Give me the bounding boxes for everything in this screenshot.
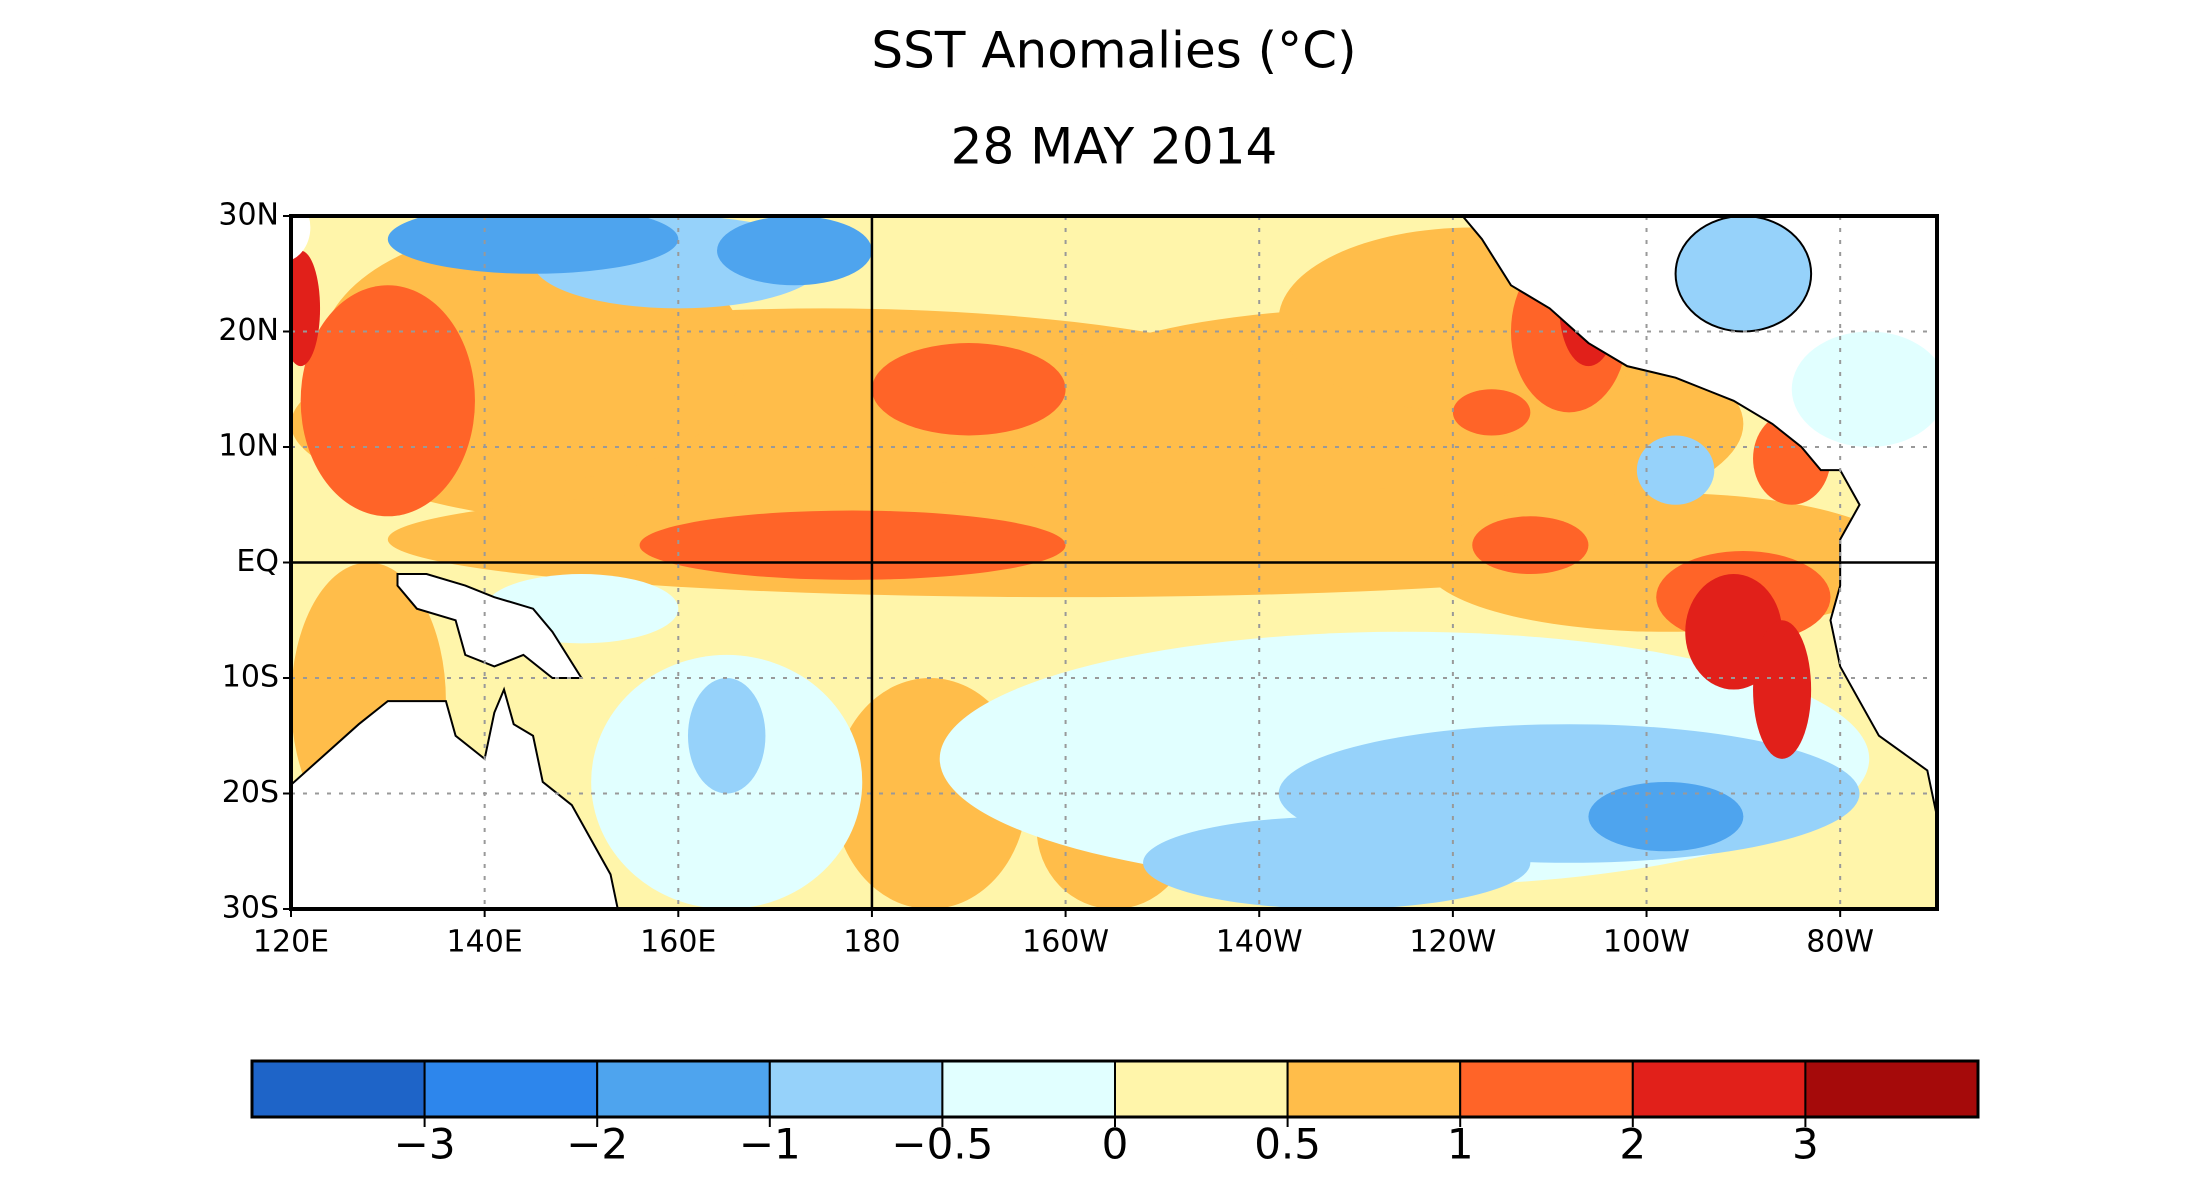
land-australia xyxy=(291,686,619,909)
y-tick-label: 20S xyxy=(222,775,279,810)
y-tick-label: 30N xyxy=(218,198,279,233)
anomaly-patch xyxy=(1143,816,1531,909)
anomaly-patch xyxy=(1636,435,1715,505)
colorbar-swatch xyxy=(768,1060,944,1118)
land-asia xyxy=(291,216,311,261)
x-tick-label: 120W xyxy=(1409,925,1496,960)
anomaly-patch xyxy=(639,510,1066,580)
land-new-guinea xyxy=(396,573,584,679)
anomaly-patch xyxy=(387,216,679,274)
gulf-of-mexico xyxy=(1674,216,1813,333)
x-tick-label: 180 xyxy=(843,925,900,960)
colorbar-label: −2 xyxy=(566,1120,628,1169)
anomaly-patch xyxy=(871,343,1066,436)
anomaly-patch xyxy=(300,285,475,517)
colorbar-label: −0.5 xyxy=(891,1120,993,1169)
colorbar-label: 0.5 xyxy=(1254,1120,1321,1169)
title: SST Anomalies (°C) xyxy=(871,22,1356,80)
x-tick-label: 80W xyxy=(1806,925,1874,960)
map-overlay: 120E 140E 160E 180 160W 140W 120W 100W 80W 30N 20N… xyxy=(218,198,1939,960)
caribbean xyxy=(1791,331,1937,447)
colorbar-label: 1 xyxy=(1447,1120,1474,1169)
colorbar-label: 0 xyxy=(1102,1120,1129,1169)
y-tick-label: EQ xyxy=(236,544,279,579)
y-tick-label: 30S xyxy=(222,891,279,926)
colorbar-label: 3 xyxy=(1792,1120,1819,1169)
colorbar-swatch xyxy=(1114,1060,1289,1118)
colorbar: −3 −2 −1 −0.5 0 0.5 1 2 3 xyxy=(250,1059,1980,1169)
colorbar-swatch xyxy=(1286,1060,1462,1118)
colorbar-label: −3 xyxy=(394,1120,456,1169)
colorbar-label: 2 xyxy=(1619,1120,1646,1169)
colorbar-swatch xyxy=(423,1060,599,1118)
anomaly-patch xyxy=(1452,389,1531,436)
y-tick-label: 20N xyxy=(218,313,279,348)
colorbar-swatch xyxy=(596,1060,771,1118)
colorbar-label: −1 xyxy=(739,1120,801,1169)
x-tick-label: 140W xyxy=(1216,925,1303,960)
colorbar-swatch xyxy=(1804,1060,1980,1118)
anomaly-patch xyxy=(687,678,766,794)
x-tick-label: 120E xyxy=(253,925,329,960)
x-tick-label: 100W xyxy=(1603,925,1690,960)
y-tick-label: 10N xyxy=(218,429,279,464)
anomaly-patch xyxy=(291,250,321,367)
colorbar-swatch xyxy=(1459,1060,1634,1118)
subtitle: 28 MAY 2014 xyxy=(951,118,1278,176)
anomaly-patch xyxy=(717,216,872,286)
map-frame xyxy=(289,214,1939,911)
map-field xyxy=(291,216,1937,909)
y-tick-label: 10S xyxy=(222,660,279,695)
x-tick-label: 140E xyxy=(447,925,523,960)
anomaly-patch xyxy=(1588,781,1744,852)
x-tick-label: 160E xyxy=(640,925,716,960)
colorbar-swatch xyxy=(251,1060,426,1118)
anomaly-patch xyxy=(1753,620,1812,759)
colorbar-swatch xyxy=(1631,1060,1807,1118)
colorbar-swatch xyxy=(941,1060,1117,1118)
anomaly-patch xyxy=(1472,516,1589,575)
x-tick-label: 160W xyxy=(1022,925,1109,960)
